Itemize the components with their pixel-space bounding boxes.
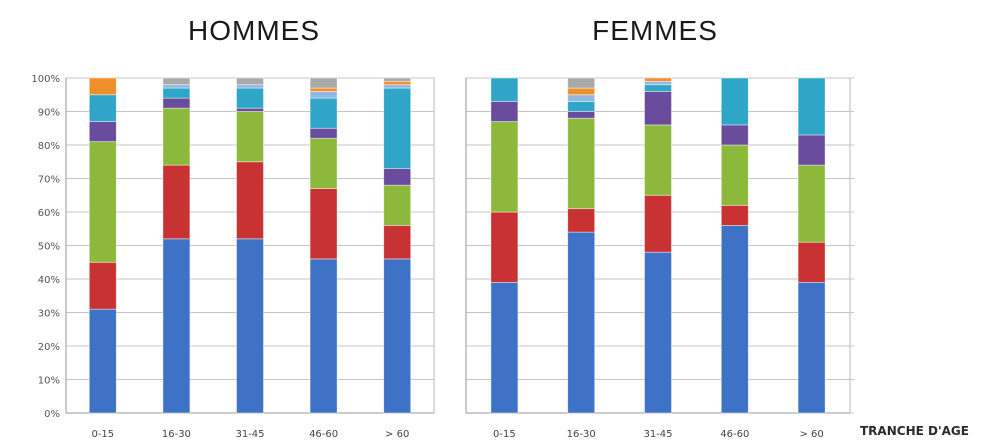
bar-segment-0-3-7: [309, 77, 338, 89]
bar-segment-0-2-4: [236, 87, 264, 109]
y-tick-label: 90%: [38, 108, 60, 119]
bar-segment-1-4-3: [797, 134, 826, 166]
x-tick-label: 0-15: [493, 429, 516, 440]
bar-segment-0-2-0: [236, 238, 264, 414]
y-tick-label: 20%: [38, 342, 60, 353]
bar-segment-1-0-2: [490, 121, 519, 213]
bar-segment-1-1-2: [567, 117, 596, 210]
bar-segment-0-2-5: [236, 84, 264, 89]
bar-segment-1-2-0: [644, 251, 672, 414]
bar-segment-0-4-2: [383, 184, 412, 226]
x-tick-label: 46-60: [309, 429, 338, 440]
bar-segment-0-1-4: [162, 87, 191, 99]
bar-segment-1-4-4: [797, 77, 826, 136]
bar-segment-1-4-1: [797, 241, 826, 283]
y-tick-label: 50%: [38, 242, 60, 253]
bar-segment-1-1-3: [567, 111, 596, 119]
bar-segment-1-1-1: [567, 208, 596, 233]
bar-segment-0-4-7: [383, 77, 412, 82]
bar-segment-0-0-4: [88, 94, 117, 122]
x-tick-label: > 60: [385, 429, 409, 440]
bar-segment-0-0-6: [88, 77, 117, 96]
bar-segment-0-4-0: [383, 258, 412, 414]
bar-segment-1-1-6: [567, 87, 596, 96]
bar-segment-0-1-7: [162, 77, 191, 86]
bar-segment-0-0-1: [88, 261, 117, 310]
chart-title-1: FEMMES: [592, 15, 718, 46]
bar-segment-0-1-3: [162, 97, 191, 109]
bar-segment-0-3-0: [309, 258, 338, 414]
y-tick-label: 10%: [38, 376, 60, 387]
y-tick-label: 40%: [38, 275, 60, 286]
bar-segment-1-1-4: [567, 101, 596, 112]
x-tick-label: 46-60: [720, 429, 749, 440]
bar-segment-1-2-4: [644, 84, 672, 92]
bar-segment-0-3-1: [309, 188, 338, 260]
bar-segment-0-4-1: [383, 224, 412, 260]
bar-segment-1-2-2: [644, 124, 672, 196]
bar-segment-1-2-5: [644, 80, 672, 86]
bar-segment-0-3-4: [309, 97, 338, 129]
bar-segment-1-2-1: [644, 194, 672, 253]
bar-segment-1-1-0: [567, 231, 596, 414]
bar-segment-1-3-2: [720, 144, 749, 206]
x-tick-label: 16-30: [162, 429, 191, 440]
bar-segment-0-4-5: [383, 84, 412, 89]
bar-segment-0-0-2: [88, 141, 117, 263]
x-tick-label: 31-45: [235, 429, 264, 440]
bar-segment-0-1-0: [162, 238, 191, 414]
y-tick-label: 30%: [38, 309, 60, 320]
bar-segment-1-2-3: [644, 91, 672, 126]
x-tick-label: 16-30: [567, 429, 596, 440]
bar-segment-1-0-1: [490, 211, 519, 283]
bar-segment-1-4-2: [797, 164, 826, 243]
bar-segment-0-0-3: [88, 121, 117, 143]
bar-segment-0-3-5: [309, 91, 338, 99]
bar-segment-0-0-0: [88, 308, 117, 414]
bar-segment-0-1-2: [162, 107, 191, 166]
x-tick-label: 0-15: [91, 429, 114, 440]
y-tick-label: 70%: [38, 175, 60, 186]
y-tick-label: 80%: [38, 141, 60, 152]
bar-segment-0-1-1: [162, 164, 191, 240]
y-tick-label: 60%: [38, 208, 60, 219]
bar-segment-0-2-7: [236, 77, 264, 86]
bar-segment-1-3-4: [720, 77, 749, 126]
x-tick-label: 31-45: [643, 429, 672, 440]
bar-segment-1-4-0: [797, 281, 826, 414]
bar-segment-0-2-3: [236, 107, 264, 112]
bar-segment-1-1-5: [567, 94, 596, 102]
x-axis-title: TRANCHE D'AGE: [860, 424, 969, 438]
bar-segment-0-3-3: [309, 127, 338, 139]
bar-segment-0-3-6: [309, 87, 338, 92]
bar-segment-0-2-2: [236, 111, 264, 163]
bar-segment-1-3-1: [720, 204, 749, 226]
bar-segment-0-4-6: [383, 80, 412, 86]
bar-segment-1-0-4: [490, 77, 519, 102]
bar-segment-1-0-0: [490, 281, 519, 414]
bar-segment-1-1-7: [567, 77, 596, 89]
chart-title-0: HOMMES: [188, 15, 320, 46]
bar-segment-0-4-4: [383, 87, 412, 169]
bar-segment-1-3-0: [720, 224, 749, 414]
bar-segment-0-4-3: [383, 168, 412, 186]
bar-segment-1-3-3: [720, 124, 749, 146]
x-tick-label: > 60: [799, 429, 823, 440]
y-tick-label: 100%: [31, 74, 60, 85]
bar-segment-0-2-1: [236, 161, 264, 240]
bar-segment-1-2-6: [644, 77, 672, 82]
bar-segment-0-3-2: [309, 137, 338, 189]
y-tick-label: 0%: [44, 409, 60, 420]
bar-segment-1-0-3: [490, 101, 519, 122]
bar-segment-0-1-5: [162, 84, 191, 89]
